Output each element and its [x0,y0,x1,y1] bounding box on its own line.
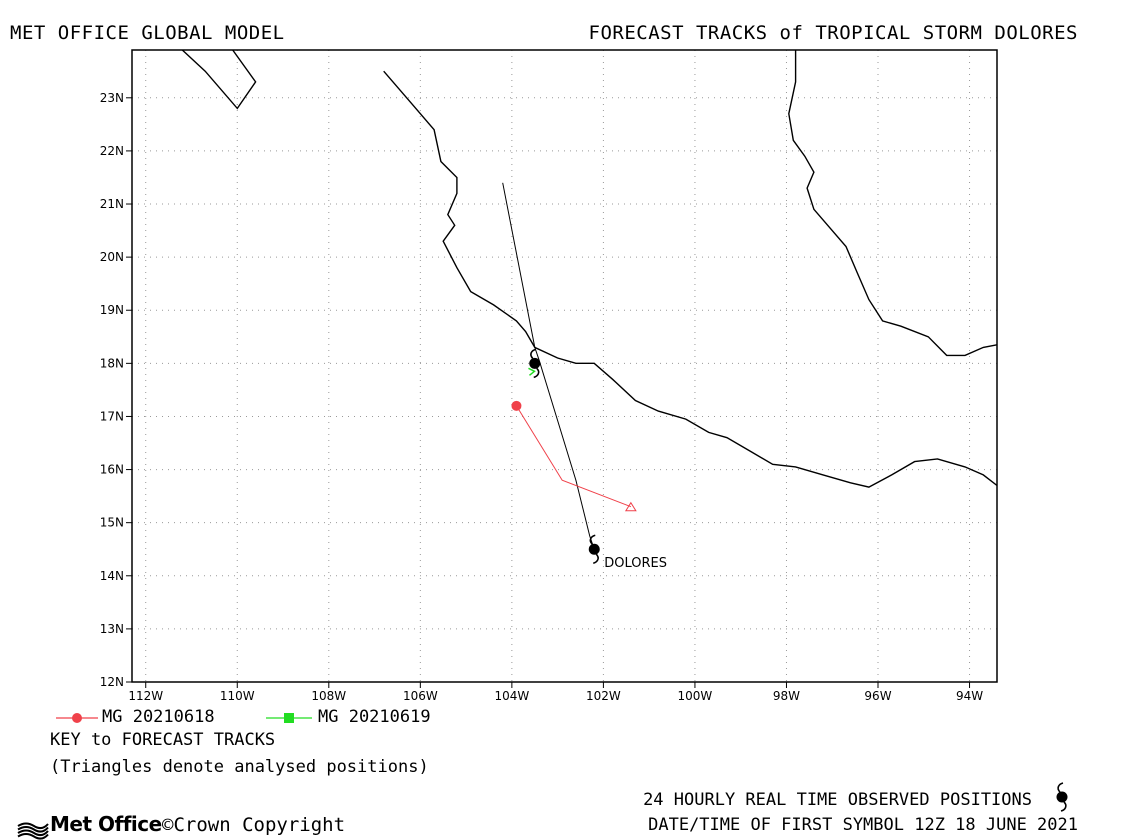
forecast-tracks: DOLORES [502,182,667,571]
y-tick-label: 20N [100,250,124,264]
y-tick-label: 17N [100,409,124,423]
x-tick-label: 98W [773,689,800,703]
x-tick-label: 102W [586,689,621,703]
x-tick-label: 100W [678,689,713,703]
plot-frame [131,49,998,683]
met-office-logo-icon [17,822,49,840]
coastline [788,50,997,357]
storm-symbol-2 [529,348,541,379]
legend-label-2: MG 20210619 [318,707,431,727]
met-office-logo: Met Office [18,812,162,836]
x-tick-label: 106W [403,689,438,703]
forecast-point-mg20210619 [528,367,536,376]
legend-item-1: MG 20210618 [102,707,215,727]
y-tick-label: 13N [100,622,124,636]
coastline [181,50,257,110]
y-tick-label: 15N [100,516,124,530]
x-tick-label: 110W [220,689,255,703]
key-note: (Triangles denote analysed positions) [50,757,429,777]
coastlines [181,50,997,488]
y-tick-label: 23N [100,91,124,105]
y-tick-label: 16N [100,463,124,477]
key-title: KEY to FORECAST TRACKS [50,730,276,750]
x-tick-label: 104W [494,689,529,703]
storm-symbol-1 [588,534,600,565]
coastline [383,70,997,488]
footer-icons [17,782,1068,840]
y-tick-label: 21N [100,197,124,211]
x-tick-label: 112W [128,689,163,703]
datetime-note: DATE/TIME OF FIRST SYMBOL 12Z 18 JUNE 20… [648,815,1078,835]
forecast-start-point-mg20210618 [511,400,522,411]
y-tick-label: 12N [100,675,124,689]
observed-positions-note: 24 HOURLY REAL TIME OBSERVED POSITIONS [643,790,1032,810]
x-tick-label: 108W [311,689,346,703]
legend-markers [56,713,312,723]
analysed-position-triangle [624,501,637,512]
axis-ticks: 112W 110W 108W 106W 104W 102W 100W 98W 96W 94W 12N… [100,91,983,703]
legend-label-1: MG 20210618 [102,707,215,727]
legend-marker-square [284,713,294,723]
observed-position-symbol [1056,782,1068,812]
model-title: MET OFFICE GLOBAL MODEL [10,22,285,44]
y-tick-label: 19N [100,303,124,317]
x-tick-label: 96W [864,689,891,703]
legend-item-2: MG 20210619 [318,707,431,727]
legend-marker-circle [72,713,82,723]
chart-title: FORECAST TRACKS of TROPICAL STORM DOLORE… [588,22,1078,44]
y-tick-label: 22N [100,144,124,158]
crown-copyright: ©Crown Copyright [162,814,346,836]
x-tick-label: 94W [956,689,983,703]
y-tick-label: 18N [100,356,124,370]
y-tick-label: 14N [100,569,124,583]
observed-track-line [502,182,595,550]
met-office-logo-text: Met Office [50,812,162,836]
storm-name-label: DOLORES [604,556,667,571]
grid [132,50,997,683]
forecast-track-mg20210618 [515,405,632,508]
